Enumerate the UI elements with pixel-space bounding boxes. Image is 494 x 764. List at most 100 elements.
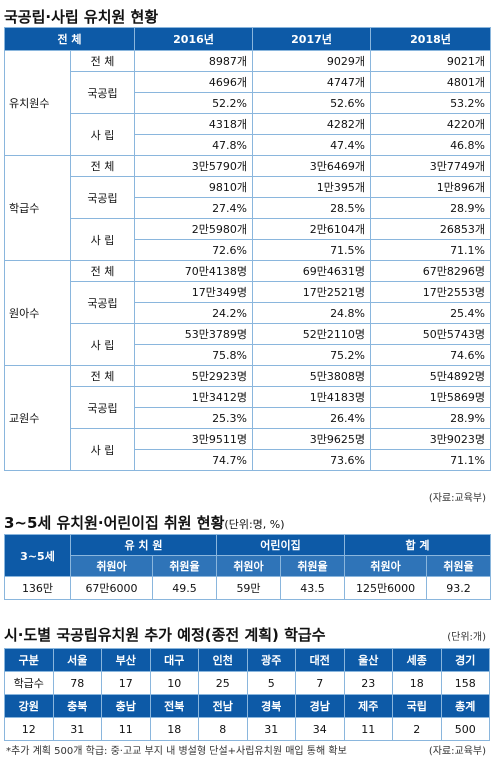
table-header-row: 강원 충북 충남 전북 전남 경북 경남 제주 국립 총계 xyxy=(4,694,490,718)
header-cell: 충남 xyxy=(101,694,151,718)
sub-label: 사 립 xyxy=(69,428,136,471)
sub-label: 사 립 xyxy=(69,323,136,366)
value-cell: 3만5790개 xyxy=(134,155,254,177)
table-header-row: 구분 서울 부산 대구 인천 광주 대전 울산 세종 경기 xyxy=(4,648,490,672)
header-kindergarten: 유 치 원 xyxy=(70,534,217,556)
table-cell: 23 xyxy=(343,671,393,695)
value-cell: 1만5869명 xyxy=(370,386,492,408)
section2-unit: (단위:명, %) xyxy=(224,518,285,531)
table-row: 72.6% 71.5% 71.1% xyxy=(5,239,492,261)
header-cell: 총계 xyxy=(440,694,490,718)
header-daycare: 어린이집 xyxy=(215,534,346,556)
value-cell: 1만896개 xyxy=(370,176,492,198)
header-sum: 합 계 xyxy=(344,534,492,556)
header-total: 전 체 xyxy=(3,27,136,51)
section2-title-text: 3~5세 유치원·어린이집 취원 현황 xyxy=(4,514,225,532)
table-row: 사 립 2만5980개 2만6104개 26853개 xyxy=(5,218,492,261)
table-cell: 500 xyxy=(440,717,490,741)
value-cell: 50만5743명 xyxy=(370,323,492,345)
value-cell: 24.8% xyxy=(252,302,372,324)
header-cell: 강원 xyxy=(4,694,54,718)
subheader-cell: 취원율 xyxy=(426,555,492,577)
sub-label: 전 체 xyxy=(69,260,136,282)
table-row: 75.8% 75.2% 74.6% xyxy=(5,344,492,366)
value-cell: 52.6% xyxy=(252,92,372,114)
header-cell: 세종 xyxy=(392,648,442,672)
value-cell: 25.3% xyxy=(134,407,254,429)
value-cell: 46.8% xyxy=(370,134,492,156)
value-cell: 3만9625명 xyxy=(252,428,372,450)
value-cell: 4801개 xyxy=(370,71,492,93)
value-cell: 47.4% xyxy=(252,134,372,156)
value-cell: 3만9511명 xyxy=(134,428,254,450)
section1-title: 국공립·사립 유치원 현황 xyxy=(4,8,159,26)
table-row: 유치원수 전 체 8987개 9029개 9021개 xyxy=(4,50,492,156)
value-cell: 17만2553명 xyxy=(370,281,492,303)
value-cell: 28.5% xyxy=(252,197,372,219)
header-2018: 2018년 xyxy=(370,27,492,51)
table-cell: 11 xyxy=(101,717,151,741)
value-cell: 75.8% xyxy=(134,344,254,366)
table-cell: 11 xyxy=(343,717,393,741)
value-cell: 4318개 xyxy=(134,113,254,135)
value-cell: 2만5980개 xyxy=(134,218,254,240)
table-row: 47.8% 47.4% 46.8% xyxy=(5,134,492,156)
sub-label: 국공립 xyxy=(69,71,136,114)
table-subheader-row: 취원아 취원율 취원아 취원율 취원아 취원율 xyxy=(5,555,492,577)
group-label: 교원수 xyxy=(4,365,71,471)
header-cell: 울산 xyxy=(343,648,393,672)
regional-classes-table: 구분 서울 부산 대구 인천 광주 대전 울산 세종 경기 학급수 78 17 10 25 5 7 23 18 15… xyxy=(4,648,490,741)
value-cell: 26.4% xyxy=(252,407,372,429)
header-cell: 국립 xyxy=(392,694,442,718)
table-cell: 67만6000 xyxy=(70,576,153,600)
value-cell: 73.6% xyxy=(252,449,372,471)
subheader-cell: 취원율 xyxy=(279,555,346,577)
header-cell: 부산 xyxy=(101,648,151,672)
value-cell: 72.6% xyxy=(134,239,254,261)
sub-label: 사 립 xyxy=(69,113,136,156)
table-row: 원아수 전 체 70만4138명 69만4631명 67만8296명 xyxy=(4,260,492,366)
table-header-row: 3~5세 유 치 원 어린이집 합 계 xyxy=(4,534,492,577)
header-cell: 충북 xyxy=(52,694,102,718)
value-cell: 71.5% xyxy=(252,239,372,261)
header-cell: 전남 xyxy=(198,694,248,718)
sub-label: 국공립 xyxy=(69,176,136,219)
table-cell: 136만 xyxy=(4,576,71,600)
table-cell: 10 xyxy=(149,671,199,695)
subheader-cell: 취원율 xyxy=(152,555,217,577)
sub-label: 전 체 xyxy=(69,365,136,387)
table-row: 사 립 3만9511명 3만9625명 3만9023명 xyxy=(5,428,492,471)
table-row: 학급수 전 체 3만5790개 3만6469개 3만7749개 xyxy=(4,155,492,261)
value-cell: 4747개 xyxy=(252,71,372,93)
table-row: 24.2% 24.8% 25.4% xyxy=(5,302,492,324)
value-cell: 5만3808명 xyxy=(252,365,372,387)
header-age: 3~5세 xyxy=(4,534,71,577)
value-cell: 27.4% xyxy=(134,197,254,219)
header-cell: 대구 xyxy=(149,648,199,672)
value-cell: 53.2% xyxy=(370,92,492,114)
value-cell: 74.7% xyxy=(134,449,254,471)
table-row: 국공립 17만349명 17만2521명 17만2553명 xyxy=(5,281,492,324)
table-cell: 59만 xyxy=(216,576,281,600)
header-cell: 경남 xyxy=(295,694,345,718)
sub-label: 전 체 xyxy=(69,50,136,72)
value-cell: 9021개 xyxy=(370,50,492,72)
value-cell: 52.2% xyxy=(134,92,254,114)
table-header-row: 전 체 2016년 2017년 2018년 xyxy=(3,27,492,51)
header-cell: 구분 xyxy=(4,648,54,672)
value-cell: 28.9% xyxy=(370,407,492,429)
table-cell: 18 xyxy=(149,717,199,741)
group-label: 유치원수 xyxy=(4,50,71,156)
table-row: 학급수 78 17 10 25 5 7 23 18 158 xyxy=(4,671,490,695)
value-cell: 67만8296명 xyxy=(370,260,492,282)
value-cell: 28.9% xyxy=(370,197,492,219)
value-cell: 71.1% xyxy=(370,239,492,261)
table-cell: 78 xyxy=(52,671,102,695)
value-cell: 17만2521명 xyxy=(252,281,372,303)
value-cell: 8987개 xyxy=(134,50,254,72)
table-cell: 7 xyxy=(295,671,345,695)
section3-footnote: *추가 계획 500개 학급: 중·고교 부지 내 병설형 단설+사립유치원 매… xyxy=(6,746,347,757)
value-cell: 1만3412명 xyxy=(134,386,254,408)
table-cell: 43.5 xyxy=(279,576,346,600)
section1-source: (자료:교육부) xyxy=(428,493,486,504)
